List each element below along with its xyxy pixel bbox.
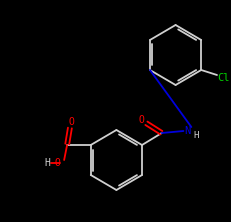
Text: O: O xyxy=(138,115,144,125)
Text: Cl: Cl xyxy=(218,73,230,83)
Text: H: H xyxy=(194,131,199,139)
Text: H: H xyxy=(44,158,50,168)
Text: N: N xyxy=(184,126,191,136)
Text: O: O xyxy=(54,158,60,168)
Text: O: O xyxy=(68,117,74,127)
